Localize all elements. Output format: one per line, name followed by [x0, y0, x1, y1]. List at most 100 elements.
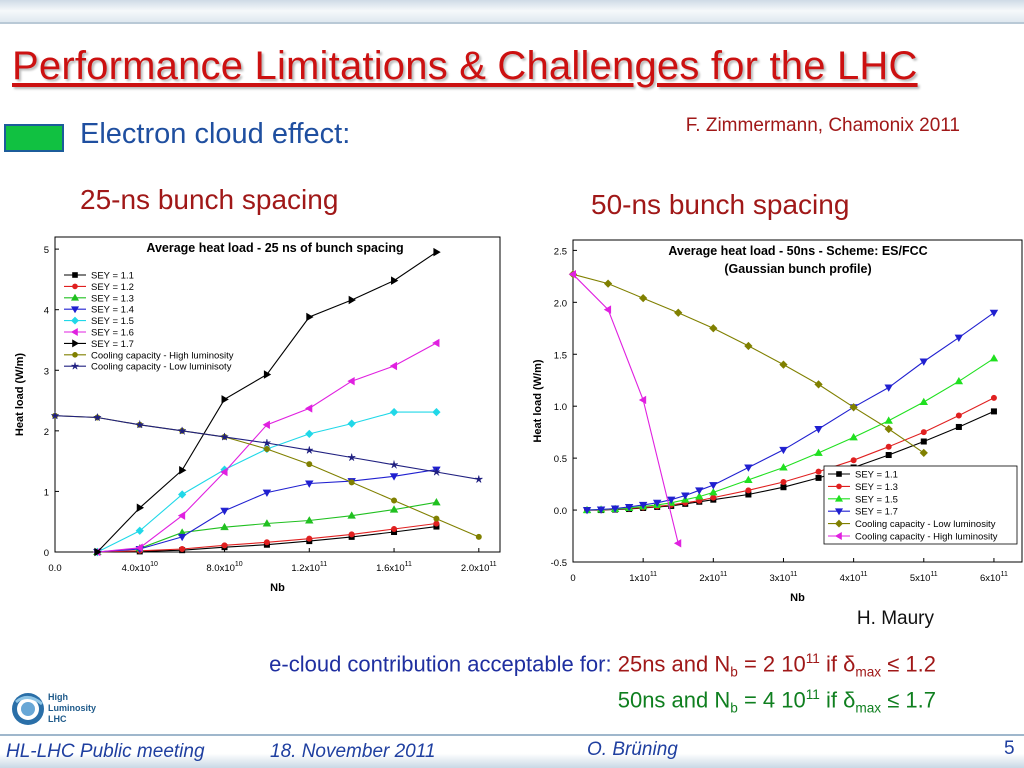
conclusion-line-1: e-cloud contribution acceptable for: 25n… [269, 651, 936, 680]
data-point [389, 407, 399, 417]
data-point [814, 448, 823, 456]
conclusion-sup-2: 11 [805, 687, 820, 702]
conclusion-text-2d: ≤ 1.7 [881, 687, 936, 713]
data-point [709, 324, 718, 333]
data-point [179, 466, 187, 475]
legend-marker [836, 483, 842, 490]
data-point [179, 545, 186, 552]
legend-label: Cooling capacity - High luminosity [855, 532, 998, 543]
chart-title: Average heat load - 25 ns of bunch spaci… [146, 241, 403, 255]
data-point [433, 247, 441, 257]
data-point [262, 420, 270, 430]
slide-title: Performance Limitations & Challenges for… [12, 44, 918, 88]
x-tick-label-base: 4x10 [840, 573, 861, 584]
y-tick-label: 1.5 [554, 350, 567, 361]
data-point [850, 457, 857, 464]
x-tick-label: 5x1011 [910, 571, 938, 584]
x-tick-label: 4x1011 [840, 571, 868, 584]
data-point [695, 487, 704, 495]
legend-marker [72, 283, 78, 290]
data-point [178, 490, 187, 499]
data-point [603, 305, 612, 314]
legend-marker [70, 293, 80, 301]
data-point [779, 360, 788, 369]
series-4 [568, 270, 928, 458]
legend-label: SEY = 1.4 [91, 305, 134, 316]
data-point [305, 446, 314, 454]
data-point [347, 376, 355, 386]
data-point [814, 426, 823, 434]
legend-marker [70, 306, 80, 314]
data-point [305, 516, 314, 524]
data-point [779, 463, 788, 471]
data-point [780, 479, 787, 486]
data-point [919, 397, 929, 406]
conclusion-line-2: 50ns and Nb = 4 1011 if δmax ≤ 1.7 [618, 687, 936, 716]
conclusion-text-2b: = 4 10 [737, 687, 806, 713]
legend-box [823, 465, 1018, 545]
data-point [779, 446, 788, 455]
data-point [849, 433, 858, 441]
data-point [596, 506, 606, 514]
legend-marker [834, 508, 844, 516]
x-axis-label: Nb [270, 582, 285, 594]
data-point [221, 542, 228, 549]
x-tick-label: 3x1011 [770, 571, 798, 584]
conclusion-sub-2: b [730, 700, 738, 716]
legend-label: Cooling capacity - Low luminisoty [91, 362, 232, 373]
data-point [849, 403, 858, 412]
logo-core [21, 702, 35, 716]
conclusion-prefix: e-cloud contribution acceptable for: [269, 651, 612, 677]
data-point [582, 507, 592, 515]
y-tick-label: 0.5 [554, 454, 567, 465]
data-point [390, 459, 398, 469]
y-tick-label: 0.0 [554, 506, 567, 517]
x-tick-label: 0 [570, 573, 575, 584]
data-point [814, 380, 823, 389]
data-point [389, 505, 399, 513]
x-tick-label: 2x1011 [699, 571, 727, 584]
data-point [432, 468, 441, 477]
data-point [638, 395, 647, 405]
data-point [681, 492, 690, 500]
data-point [815, 474, 822, 481]
legend-marker [70, 327, 78, 337]
data-point [744, 475, 753, 483]
conclusion-sub2-2: max [855, 700, 882, 716]
data-point [885, 452, 892, 459]
data-point [744, 464, 753, 472]
y-tick-label: 5 [44, 245, 49, 256]
data-point [263, 370, 272, 379]
conclusion-text-1a: 25ns and N [617, 651, 731, 677]
footer-meeting: HL-LHC Public meeting [6, 741, 205, 762]
data-point [391, 525, 398, 532]
series-8 [51, 411, 483, 483]
data-point [475, 533, 482, 540]
data-point [674, 308, 683, 317]
series-5 [568, 270, 682, 548]
x-tick-label-exponent: 11 [720, 571, 727, 578]
x-tick-label-base: 0 [570, 573, 575, 584]
data-point [348, 295, 356, 305]
chart-title: Average heat load - 50ns - Scheme: ES/FC… [668, 244, 927, 258]
series-6 [94, 247, 441, 557]
data-point [568, 270, 577, 279]
data-point [391, 497, 398, 504]
data-point [262, 489, 272, 497]
data-point [391, 276, 399, 285]
x-tick-label-base: 3x10 [770, 573, 791, 584]
conclusion-delta-1: δ [843, 651, 856, 677]
data-point [709, 482, 718, 490]
data-point [954, 334, 964, 342]
legend-label: SEY = 1.5 [855, 494, 898, 505]
data-point [347, 419, 356, 428]
data-point [304, 404, 313, 413]
data-point [432, 338, 440, 348]
hl-lhc-logo: High Luminosity LHC [12, 692, 96, 725]
data-point [638, 501, 648, 510]
data-point [955, 412, 962, 419]
page-number: 5 [1004, 738, 1015, 759]
data-point [94, 547, 102, 557]
x-tick-label-base: 2x10 [699, 573, 720, 584]
x-tick-label-base: 6x10 [980, 573, 1001, 584]
